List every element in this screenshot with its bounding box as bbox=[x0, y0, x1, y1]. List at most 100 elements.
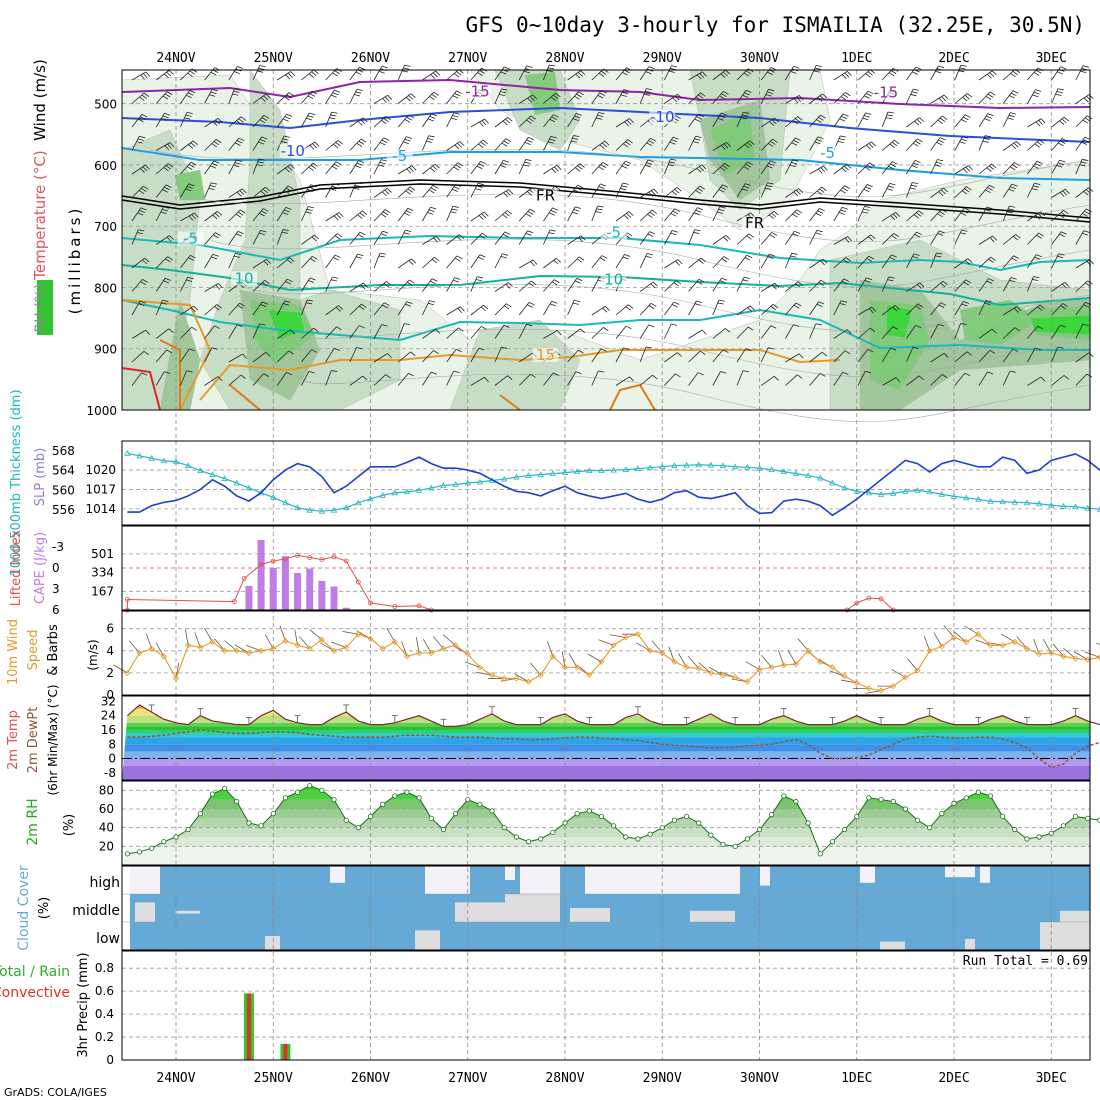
upper-wind-barb bbox=[325, 183, 340, 198]
barb-shaft bbox=[615, 254, 625, 269]
barb-flag bbox=[723, 143, 729, 149]
upper-wind-barb bbox=[833, 70, 852, 81]
barb-flag bbox=[871, 141, 876, 147]
wind10m-point bbox=[452, 642, 459, 649]
upper-wind-barb bbox=[954, 207, 970, 222]
barb-flag bbox=[477, 72, 483, 76]
top-date-2DEC: 2DEC bbox=[938, 51, 969, 66]
upper-wind-barb bbox=[639, 302, 657, 316]
barb-flag bbox=[215, 119, 221, 125]
barb-flag bbox=[696, 167, 702, 173]
upper-wind-barb bbox=[228, 159, 243, 175]
upper-wind-barb bbox=[543, 135, 557, 151]
temp-contour-2 bbox=[121, 147, 1091, 181]
upper-wind-barb bbox=[639, 374, 658, 386]
thickness-tick-568: 568 bbox=[52, 444, 75, 458]
barb-shaft bbox=[760, 232, 772, 245]
barb-flag bbox=[817, 97, 823, 102]
barb-flag bbox=[744, 144, 750, 149]
barb-flag bbox=[311, 236, 317, 242]
barb-flag bbox=[840, 189, 846, 194]
barb-flag bbox=[910, 184, 918, 187]
li-point bbox=[231, 599, 237, 604]
barb-flag bbox=[602, 142, 608, 148]
barb-flag bbox=[460, 306, 465, 312]
barb-flag bbox=[986, 167, 992, 172]
barb-flag bbox=[648, 305, 655, 309]
upper-wind-barb bbox=[252, 373, 270, 386]
barb-shaft bbox=[930, 324, 939, 339]
rh-legend-swatch bbox=[37, 280, 53, 335]
barb-flag bbox=[911, 91, 918, 94]
contour-label-2: -10 bbox=[650, 108, 675, 126]
wind10m-point bbox=[999, 642, 1006, 649]
temp-tick-16: 16 bbox=[101, 723, 116, 737]
rh-point bbox=[1024, 836, 1030, 842]
barb-shaft bbox=[373, 253, 381, 269]
barb-shaft bbox=[664, 280, 677, 292]
barb-flag bbox=[403, 232, 410, 235]
ylabel-rh-unit: (%) bbox=[62, 814, 77, 837]
barb-flag bbox=[1035, 254, 1042, 258]
barb-flag bbox=[139, 96, 145, 101]
barb-shaft bbox=[301, 112, 310, 128]
barb-flag bbox=[335, 161, 342, 165]
ylabel-total-rain: Total / Rain bbox=[0, 964, 70, 980]
barb-flag bbox=[837, 140, 844, 144]
barb-flag bbox=[988, 278, 995, 282]
barb-flag bbox=[410, 351, 416, 357]
barb-shaft bbox=[422, 163, 436, 175]
barb-flag bbox=[839, 118, 846, 122]
barb-flag bbox=[360, 138, 367, 143]
upper-wind-barb bbox=[833, 300, 847, 316]
barb-shaft bbox=[325, 140, 339, 151]
barb-flag bbox=[695, 209, 702, 213]
upper-wind-barb bbox=[276, 257, 295, 269]
thickness-point bbox=[1048, 501, 1055, 508]
barb-flag bbox=[1036, 141, 1043, 146]
barb-shaft bbox=[204, 376, 219, 386]
rh-point bbox=[380, 801, 386, 807]
wind10m-point bbox=[561, 664, 569, 671]
barb-flag bbox=[314, 234, 320, 240]
upper-wind-barb bbox=[760, 88, 775, 104]
upper-wind-barb bbox=[155, 163, 174, 175]
barb-flag bbox=[1034, 182, 1041, 185]
barb-flag bbox=[913, 142, 919, 147]
upper-wind-barb bbox=[664, 373, 681, 386]
thickness-point bbox=[744, 463, 751, 470]
upper-wind-barb bbox=[494, 210, 513, 222]
wind10m-point bbox=[1023, 645, 1031, 652]
barb-flag bbox=[916, 119, 922, 124]
upper-wind-barb bbox=[1051, 159, 1066, 175]
wind10m-barb bbox=[761, 654, 772, 668]
upper-wind-barb bbox=[276, 164, 295, 175]
barb-shaft bbox=[155, 328, 170, 339]
rh-point bbox=[258, 823, 264, 829]
upper-wind-barb bbox=[301, 370, 315, 386]
barb-shaft bbox=[833, 113, 844, 128]
wind10m-point bbox=[513, 675, 520, 682]
upper-wind-barb bbox=[591, 370, 605, 386]
barb-flag bbox=[1057, 255, 1064, 259]
barb-shaft bbox=[1027, 139, 1040, 151]
barb-flag bbox=[259, 212, 265, 217]
barb-flag bbox=[1006, 211, 1013, 214]
barb-flag bbox=[433, 350, 439, 355]
upper-wind-barb bbox=[518, 94, 538, 104]
upper-wind-barb bbox=[252, 136, 268, 151]
barb-flag bbox=[865, 93, 872, 97]
barb-flag bbox=[574, 280, 581, 284]
barb-flag bbox=[603, 327, 609, 332]
barb-flag bbox=[434, 256, 440, 262]
upper-wind-barb bbox=[978, 349, 996, 363]
barb-shaft bbox=[204, 325, 215, 339]
barb-flag bbox=[160, 211, 167, 215]
upper-wind-barb bbox=[397, 64, 411, 81]
upper-wind-barb bbox=[833, 185, 850, 198]
barb-shaft bbox=[1075, 94, 1090, 104]
barb-shaft bbox=[470, 211, 485, 222]
upper-wind-barb bbox=[930, 115, 948, 128]
barb-flag bbox=[743, 276, 750, 279]
upper-wind-barb bbox=[736, 111, 750, 128]
